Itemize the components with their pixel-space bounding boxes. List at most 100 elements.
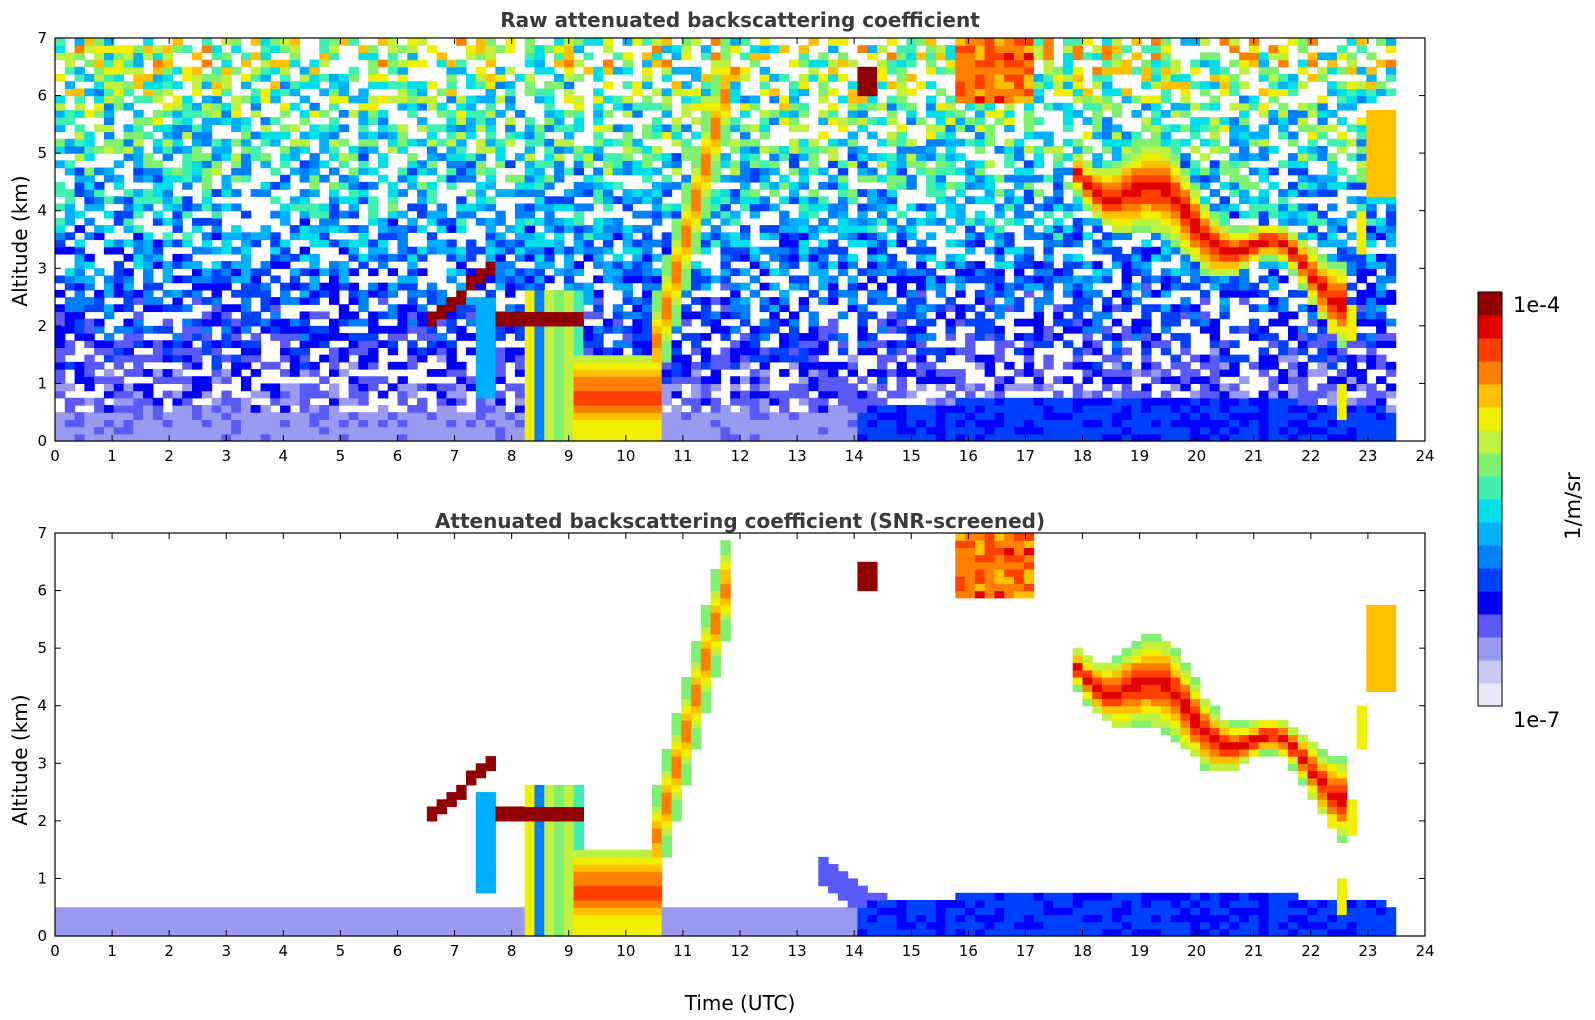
heatmap-cell (475, 246, 487, 255)
heatmap-cell (671, 383, 682, 392)
heatmap-cell (368, 361, 379, 370)
heatmap-cell (603, 318, 614, 327)
heatmap-cell (74, 95, 85, 104)
heatmap-cell (1160, 232, 1172, 241)
heatmap-cell (475, 282, 487, 291)
heatmap-cell (162, 181, 174, 190)
heatmap-cell (1190, 131, 1201, 140)
heatmap-cell (661, 383, 673, 392)
heatmap-cell (554, 383, 565, 392)
heatmap-cell (397, 390, 408, 399)
heatmap-cell (867, 153, 878, 161)
heatmap-cell (1248, 289, 1260, 298)
heatmap-cell (965, 217, 976, 226)
heatmap-cell (935, 289, 947, 298)
heatmap-cell (1131, 246, 1142, 255)
heatmap-cell (534, 59, 545, 68)
heatmap-cell (192, 167, 203, 176)
heatmap-cell (1229, 181, 1240, 190)
heatmap-cell (1043, 102, 1054, 111)
heatmap-cell (642, 412, 653, 421)
heatmap-cell (495, 369, 506, 377)
heatmap-cell (397, 102, 408, 111)
heatmap-cell (1014, 433, 1025, 442)
heatmap-cell (133, 66, 144, 75)
heatmap-cell (925, 167, 937, 176)
heatmap-cell (1229, 412, 1240, 421)
heatmap-cell (700, 217, 712, 226)
heatmap-cell (514, 253, 526, 262)
heatmap-cell (387, 232, 399, 241)
heatmap-cell (1023, 131, 1035, 140)
heatmap-cell (788, 383, 800, 392)
heatmap-cell (348, 390, 359, 399)
heatmap-cell (916, 354, 927, 363)
heatmap-cell (1053, 405, 1064, 413)
heatmap-cell (152, 95, 164, 104)
heatmap-cell (113, 275, 125, 284)
heatmap-cell (720, 268, 731, 277)
heatmap-cell (681, 397, 692, 406)
heatmap-cell (1209, 145, 1221, 154)
heatmap-cell (1014, 203, 1025, 212)
heatmap-cell (788, 81, 800, 89)
heatmap-cell (250, 390, 262, 399)
heatmap-cell (1219, 426, 1230, 435)
heatmap-cell (1219, 268, 1230, 277)
heatmap-cell (965, 333, 976, 341)
heatmap-cell (632, 38, 643, 46)
heatmap-cell (280, 145, 291, 154)
heatmap-cell (1199, 153, 1211, 161)
heatmap-cell (299, 95, 311, 104)
heatmap-cell (818, 81, 829, 89)
heatmap-cell (808, 153, 819, 161)
heatmap-cell (1043, 81, 1054, 89)
heatmap-cell (534, 181, 545, 190)
heatmap-cell (593, 383, 604, 392)
heatmap-cell (514, 325, 526, 334)
heatmap-cell (1219, 73, 1230, 82)
heatmap-cell (436, 289, 448, 298)
heatmap-cell (759, 347, 770, 356)
heatmap-cell (828, 261, 839, 269)
heatmap-cell (759, 109, 770, 118)
heatmap-cell (671, 246, 682, 255)
heatmap-cell (152, 66, 164, 75)
heatmap-cell (1131, 131, 1142, 140)
heatmap-cell (505, 95, 516, 104)
heatmap-cell (1014, 426, 1025, 435)
heatmap-cell (759, 131, 770, 140)
heatmap-cell (593, 311, 604, 320)
heatmap-cell (788, 239, 800, 248)
heatmap-cell (1043, 210, 1054, 219)
heatmap-cell (466, 275, 477, 284)
heatmap-cell (935, 412, 947, 421)
heatmap-cell (700, 145, 712, 154)
heatmap-cell (524, 38, 536, 46)
heatmap-cell (877, 419, 888, 428)
heatmap-cell (152, 412, 164, 421)
heatmap-cell (661, 304, 673, 313)
heatmap-cell (309, 405, 320, 413)
heatmap-cell (1239, 117, 1250, 125)
heatmap-cell (309, 390, 320, 399)
heatmap-cell (1102, 102, 1113, 111)
heatmap-cell (945, 52, 956, 61)
heatmap-cell (740, 181, 751, 190)
heatmap-cell (554, 325, 565, 334)
heatmap-cell (984, 426, 996, 435)
heatmap-cell (1258, 138, 1270, 147)
heatmap-cell (691, 174, 702, 183)
heatmap-cell (475, 405, 487, 413)
heatmap-cell (867, 95, 878, 104)
heatmap-cell (1092, 109, 1103, 118)
heatmap-cell (925, 268, 937, 277)
heatmap-cell (338, 333, 350, 341)
heatmap-cell (1004, 239, 1015, 248)
heatmap-cell (466, 45, 477, 53)
heatmap-cell (397, 376, 408, 385)
heatmap-cell (779, 153, 790, 161)
heatmap-cell (143, 268, 154, 277)
heatmap-cell (651, 52, 663, 61)
heatmap-cell (984, 333, 996, 341)
